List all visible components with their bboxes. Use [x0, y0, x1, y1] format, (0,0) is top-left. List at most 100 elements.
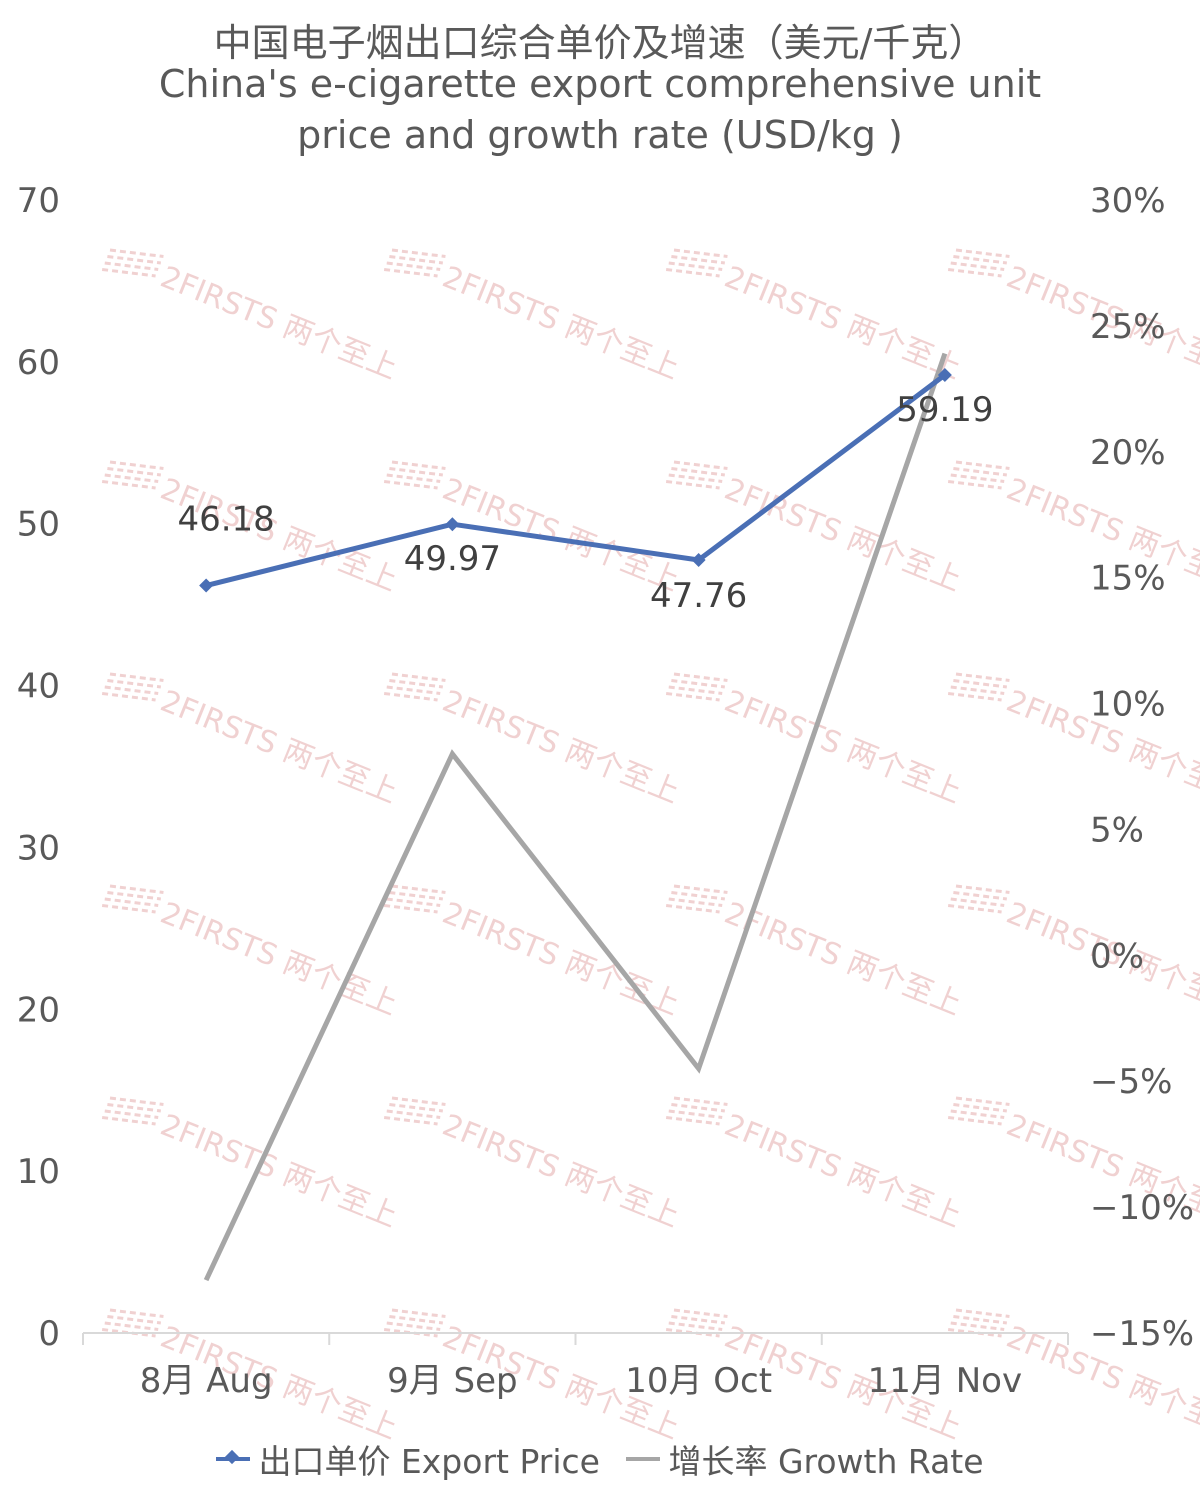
export-price-data-label: 46.18 — [177, 500, 274, 540]
watermark-text: 2FIRSTS 两个至上 — [438, 1108, 685, 1235]
watermark-logo-stroke — [101, 267, 156, 278]
watermark-logo-stroke — [953, 1103, 1008, 1113]
watermark: 2FIRSTS 两个至上 — [101, 672, 403, 811]
watermark-logo-stroke — [947, 691, 1002, 702]
watermark-logo-stroke — [668, 897, 723, 907]
watermark: 2FIRSTS 两个至上 — [101, 1096, 402, 1235]
watermark-logo-stroke — [955, 884, 1010, 894]
legend: 出口单价 Export Price 增长率 Growth Rate — [0, 1430, 1200, 1483]
watermark-logo-stroke — [673, 460, 728, 470]
watermark-logo-stroke — [107, 1103, 162, 1113]
watermark-logo-stroke — [109, 1096, 164, 1106]
watermark-logo-stroke — [665, 267, 720, 278]
watermark-logo-stroke — [671, 891, 726, 901]
watermark-logo-stroke — [107, 679, 162, 689]
watermark-logo-stroke — [109, 1308, 164, 1318]
watermark-text: 2FIRSTS 两个至上 — [156, 684, 403, 811]
watermark-logo-stroke — [665, 479, 720, 490]
legend-swatch-growth-rate — [626, 1457, 661, 1461]
watermark-logo-stroke — [391, 884, 446, 894]
watermark-logo-stroke — [101, 479, 156, 490]
watermark-logo-stroke — [665, 1115, 720, 1126]
watermark-logo-stroke — [673, 1096, 728, 1106]
watermark: 2FIRSTS 两个至上 — [947, 672, 1200, 811]
watermark-logo-stroke — [665, 691, 720, 702]
left-y-tick-label: 30 — [17, 828, 60, 868]
legend-item-export-price: 出口单价 Export Price — [216, 1435, 600, 1483]
watermark-text: 2FIRSTS 两个至上 — [720, 896, 967, 1023]
watermark-logo-stroke — [673, 672, 728, 682]
watermark-logo-stroke — [668, 685, 723, 695]
watermark-text: 2FIRSTS 两个至上 — [156, 896, 403, 1023]
watermark-text: 2FIRSTS 两个至上 — [156, 260, 403, 387]
watermark-logo-stroke — [383, 267, 438, 278]
watermark-text: 2FIRSTS 两个至上 — [720, 260, 967, 387]
axes: 8月 Aug 9月 Sep 10月 Oct 11月 Nov 0 10 20 30 40 50 60 7… — [17, 181, 1194, 1401]
watermark-logo-stroke — [953, 679, 1008, 689]
watermark-logo-stroke — [953, 891, 1008, 901]
watermark-logo-stroke — [671, 1315, 726, 1325]
x-tick-label: 9月 Sep — [387, 1361, 518, 1401]
watermark-logo-stroke — [955, 460, 1010, 470]
export-price-data-label: 49.97 — [404, 539, 501, 579]
watermark-logo-stroke — [107, 467, 162, 477]
watermark-text: 2FIRSTS 两个至上 — [438, 684, 685, 811]
watermark-logo-stroke — [955, 1308, 1010, 1318]
watermark: 2FIRSTS 两个至上 — [101, 884, 403, 1023]
left-y-tick-label: 50 — [17, 505, 60, 545]
watermark: 2FIRSTS 两个至上 — [383, 248, 684, 387]
watermark-logo-stroke — [101, 1115, 156, 1126]
chart-title: 中国电子烟出口综合单价及增速（美元/千克） — [213, 21, 987, 65]
watermark-logo-stroke — [947, 1115, 1002, 1126]
legend-swatch-export-price — [216, 1449, 251, 1465]
watermark-logo-stroke — [389, 255, 444, 265]
watermark-logo-stroke — [671, 679, 726, 689]
export-price-point — [937, 367, 952, 382]
left-y-tick-label: 40 — [17, 667, 60, 707]
watermark-logo-stroke — [947, 903, 1002, 914]
right-y-tick-label: −5% — [1090, 1062, 1172, 1102]
watermark-logo-stroke — [101, 691, 156, 702]
watermark-logo-stroke — [673, 248, 728, 258]
watermark-logo-stroke — [668, 1109, 723, 1119]
watermark: 2FIRSTS 两个至上 — [665, 1096, 966, 1235]
watermark-logo-stroke — [955, 672, 1010, 682]
watermark: 2FIRSTS 两个至上 — [665, 672, 966, 811]
right-y-tick-label: 0% — [1090, 936, 1144, 976]
watermark-logo-stroke — [389, 1103, 444, 1113]
watermark: 2FIRSTS 两个至上 — [383, 1096, 685, 1235]
watermark-logo-stroke — [673, 884, 728, 894]
data-labels: 46.18 49.97 47.76 59.19 — [177, 390, 993, 616]
watermark-logo-stroke — [955, 1096, 1010, 1106]
left-y-tick-label: 10 — [17, 1152, 60, 1192]
growth-rate-line — [203, 352, 948, 1282]
export-price-point — [445, 517, 460, 532]
watermark-logo-stroke — [668, 473, 723, 483]
watermark-logo-stroke — [107, 1315, 162, 1325]
watermark-logo-stroke — [104, 685, 159, 695]
watermark: 2FIRSTS 两个至上 — [665, 248, 967, 387]
watermark-logo-stroke — [107, 255, 162, 265]
watermark-logo-stroke — [950, 473, 1005, 483]
watermark: 2FIRSTS 两个至上 — [383, 884, 684, 1023]
left-y-tick-label: 0 — [38, 1314, 60, 1354]
right-y-tick-label: −15% — [1090, 1314, 1194, 1354]
watermark-logo-stroke — [389, 1315, 444, 1325]
series-layer — [199, 352, 952, 1282]
watermark-logo-stroke — [665, 903, 720, 914]
right-y-tick-label: 10% — [1090, 685, 1166, 725]
x-tick-label: 11月 Nov — [868, 1361, 1022, 1401]
watermark-logo-stroke — [947, 1327, 1002, 1338]
x-tick-label: 10月 Oct — [625, 1361, 772, 1401]
watermark-logo-stroke — [383, 479, 438, 490]
chart-subtitle-line2: price and growth rate (USD/kg ) — [297, 113, 903, 157]
watermark-logo-stroke — [104, 1109, 159, 1119]
watermark-logo-stroke — [668, 1321, 723, 1331]
right-y-tick-label: 15% — [1090, 559, 1166, 599]
export-price-point — [199, 578, 214, 593]
watermark: 2FIRSTS 两个至上 — [383, 672, 685, 811]
watermark-logo-stroke — [668, 261, 723, 271]
watermark-logo-stroke — [104, 473, 159, 483]
